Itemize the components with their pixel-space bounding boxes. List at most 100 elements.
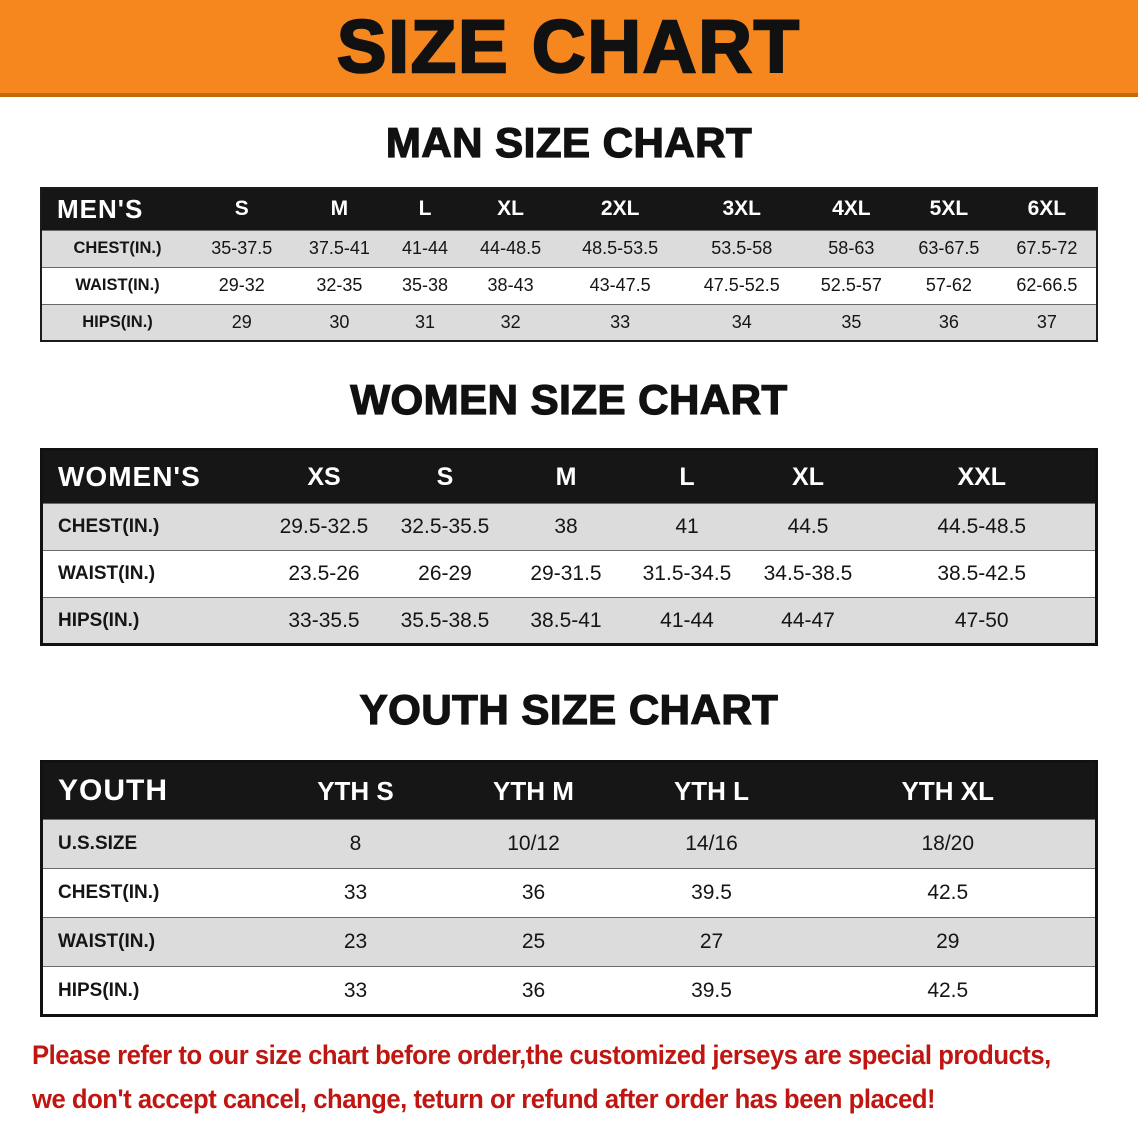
size-value: 44.5-48.5: [868, 503, 1097, 551]
table-title-cell: YOUTH: [41, 761, 267, 820]
youth-size-table: YOUTH YTH S YTH M YTH L YTH XL U.S.SIZE 8 10/12…: [40, 760, 1098, 1018]
disclaimer-note: Please refer to our size chart before or…: [32, 1033, 1138, 1121]
table-title-cell: WOMEN'S: [41, 449, 264, 504]
size-value: 35-37.5: [193, 229, 291, 268]
size-value: 33-35.5: [263, 597, 385, 645]
size-value: 44.5: [747, 503, 869, 551]
size-value: 44-48.5: [461, 229, 560, 268]
measurement-label: HIPS(IN.): [41, 597, 264, 645]
size-header-cell: 4XL: [802, 188, 901, 231]
size-value: 27: [622, 917, 801, 967]
size-value: 38.5-41: [505, 597, 627, 645]
size-value: 41-44: [388, 229, 462, 268]
size-header-cell: YTH XL: [800, 761, 1097, 820]
size-value: 36: [444, 868, 623, 918]
size-header-cell: S: [193, 188, 291, 231]
measurement-label: CHEST(IN.): [41, 503, 264, 551]
size-value: 39.5: [622, 868, 801, 918]
measurement-row: WAIST(IN.) 23 25 27 29: [41, 917, 1097, 967]
size-value: 62-66.5: [997, 266, 1097, 305]
size-header-cell: XL: [747, 449, 869, 504]
disclaimer-line-2: we don't accept cancel, change, teturn o…: [32, 1084, 936, 1115]
size-value: 43-47.5: [559, 266, 681, 305]
size-value: 67.5-72: [997, 229, 1097, 268]
size-value: 23: [266, 917, 445, 967]
size-value: 44-47: [747, 597, 869, 645]
size-value: 63-67.5: [900, 229, 998, 268]
size-charts: MAN SIZE CHART MEN'S S M L XL 2XL 3XL 4XL 5XL 6XL…: [0, 119, 1138, 1018]
size-value: 38: [505, 503, 627, 551]
women-chart-heading: WOMEN SIZE CHART: [350, 376, 788, 424]
size-header-cell: XS: [263, 449, 385, 504]
size-value: 10/12: [444, 819, 623, 869]
size-value: 23.5-26: [263, 550, 385, 598]
measurement-label: HIPS(IN.): [41, 303, 193, 342]
size-value: 8: [266, 819, 445, 869]
size-value: 14/16: [622, 819, 801, 869]
size-value: 32.5-35.5: [384, 503, 506, 551]
size-value: 36: [444, 966, 623, 1016]
size-header-cell: M: [290, 188, 389, 231]
size-value: 29: [193, 303, 291, 342]
measurement-label: WAIST(IN.): [41, 550, 264, 598]
size-header-cell: YTH M: [444, 761, 623, 820]
size-value: 31: [388, 303, 462, 342]
men-chart-heading: MAN SIZE CHART: [385, 119, 753, 166]
size-value: 32: [461, 303, 560, 342]
disclaimer-line-1: Please refer to our size chart before or…: [32, 1040, 1051, 1071]
table-header-row: YOUTH YTH S YTH M YTH L YTH XL: [41, 761, 1097, 820]
size-value: 35-38: [388, 266, 462, 305]
size-value: 57-62: [900, 266, 998, 305]
size-header-cell: L: [388, 188, 462, 231]
size-value: 48.5-53.5: [559, 229, 681, 268]
size-value: 38.5-42.5: [868, 550, 1097, 598]
size-value: 47.5-52.5: [680, 266, 803, 305]
size-value: 35: [802, 303, 901, 342]
measurement-label: WAIST(IN.): [41, 917, 267, 967]
table-header-row: WOMEN'S XS S M L XL XXL: [41, 449, 1097, 504]
size-value: 34: [680, 303, 803, 342]
size-value: 42.5: [800, 966, 1097, 1016]
size-value: 35.5-38.5: [384, 597, 506, 645]
size-value: 29-31.5: [505, 550, 627, 598]
size-value: 25: [444, 917, 623, 967]
size-value: 37: [997, 303, 1097, 342]
size-value: 33: [559, 303, 681, 342]
size-value: 18/20: [800, 819, 1097, 869]
size-value: 29.5-32.5: [263, 503, 385, 551]
size-value: 38-43: [461, 266, 560, 305]
measurement-label: CHEST(IN.): [41, 868, 267, 918]
size-header-cell: 3XL: [680, 188, 803, 231]
measurement-row: WAIST(IN.) 29-32 32-35 35-38 38-43 43-47.5 47.…: [41, 266, 1097, 305]
women-size-table: WOMEN'S XS S M L XL XXL CHEST(IN.) 29.5-32.5 32.5…: [40, 448, 1098, 647]
measurement-row: HIPS(IN.) 33 36 39.5 42.5: [41, 966, 1097, 1016]
size-value: 39.5: [622, 966, 801, 1016]
youth-size-section: YOUTH SIZE CHART YOUTH YTH S YTH M YTH L YTH…: [0, 686, 1138, 1018]
page-title: SIZE CHART: [336, 4, 801, 88]
size-header-cell: XXL: [868, 449, 1097, 504]
size-value: 34.5-38.5: [747, 550, 869, 598]
size-header-cell: M: [505, 449, 627, 504]
measurement-row: CHEST(IN.) 35-37.5 37.5-41 41-44 44-48.5 48.5…: [41, 229, 1097, 268]
size-header-cell: 5XL: [900, 188, 998, 231]
youth-chart-heading: YOUTH SIZE CHART: [359, 686, 779, 734]
size-header-cell: YTH L: [622, 761, 801, 820]
title-banner: SIZE CHART: [0, 0, 1138, 97]
measurement-label: WAIST(IN.): [41, 266, 193, 305]
size-value: 29: [800, 917, 1097, 967]
size-value: 30: [290, 303, 389, 342]
size-value: 29-32: [193, 266, 291, 305]
men-size-section: MAN SIZE CHART MEN'S S M L XL 2XL 3XL 4XL 5XL 6XL…: [0, 119, 1138, 343]
size-value: 26-29: [384, 550, 506, 598]
men-size-table: MEN'S S M L XL 2XL 3XL 4XL 5XL 6XL CHEST(IN.) 35-37…: [40, 187, 1098, 343]
women-size-section: WOMEN SIZE CHART WOMEN'S XS S M L XL XXL CHEST(…: [0, 376, 1138, 647]
size-value: 53.5-58: [680, 229, 803, 268]
size-value: 32-35: [290, 266, 389, 305]
measurement-label: HIPS(IN.): [41, 966, 267, 1016]
size-value: 47-50: [868, 597, 1097, 645]
size-header-cell: YTH S: [266, 761, 445, 820]
measurement-row: U.S.SIZE 8 10/12 14/16 18/20: [41, 819, 1097, 869]
size-value: 36: [900, 303, 998, 342]
size-value: 52.5-57: [802, 266, 901, 305]
